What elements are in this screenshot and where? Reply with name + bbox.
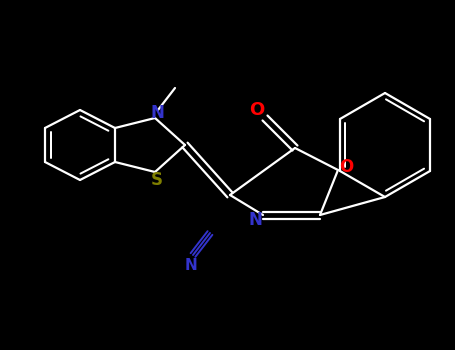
Text: O: O <box>339 158 353 176</box>
Text: N: N <box>150 104 164 122</box>
Text: N: N <box>185 258 197 273</box>
Text: O: O <box>249 101 265 119</box>
Text: N: N <box>248 211 262 229</box>
Text: S: S <box>151 171 163 189</box>
